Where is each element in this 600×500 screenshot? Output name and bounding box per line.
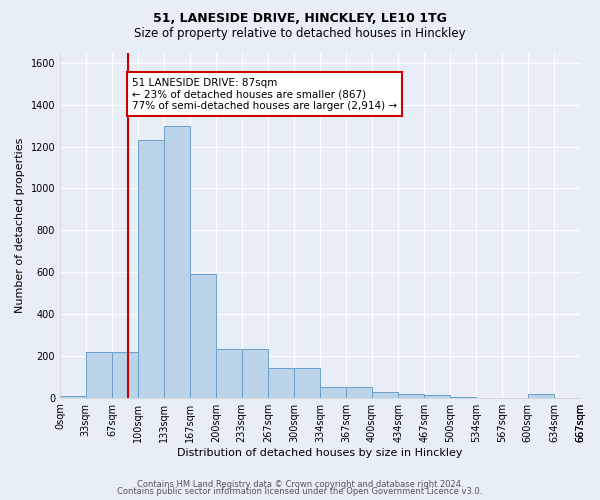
Text: Contains public sector information licensed under the Open Government Licence v3: Contains public sector information licen… [118,487,482,496]
Bar [424,394,450,398]
Text: 51 LANESIDE DRIVE: 87sqm
← 23% of detached houses are smaller (867)
77% of semi-: 51 LANESIDE DRIVE: 87sqm ← 23% of detach… [132,78,397,111]
Text: Size of property relative to detached houses in Hinckley: Size of property relative to detached ho… [134,28,466,40]
Bar [164,126,190,398]
Y-axis label: Number of detached properties: Number of detached properties [15,138,25,313]
Bar [138,140,164,398]
Bar [60,396,86,398]
Bar [294,368,320,398]
Bar [242,348,268,398]
Bar [528,394,554,398]
X-axis label: Distribution of detached houses by size in Hinckley: Distribution of detached houses by size … [177,448,463,458]
Bar [346,387,372,398]
Bar [320,387,346,398]
Bar [372,392,398,398]
Bar [86,352,112,398]
Bar [216,348,242,398]
Bar [450,396,476,398]
Text: 51, LANESIDE DRIVE, HINCKLEY, LE10 1TG: 51, LANESIDE DRIVE, HINCKLEY, LE10 1TG [153,12,447,26]
Bar [268,368,294,398]
Bar [190,274,216,398]
Bar [398,394,424,398]
Text: Contains HM Land Registry data © Crown copyright and database right 2024.: Contains HM Land Registry data © Crown c… [137,480,463,489]
Bar [112,352,138,398]
